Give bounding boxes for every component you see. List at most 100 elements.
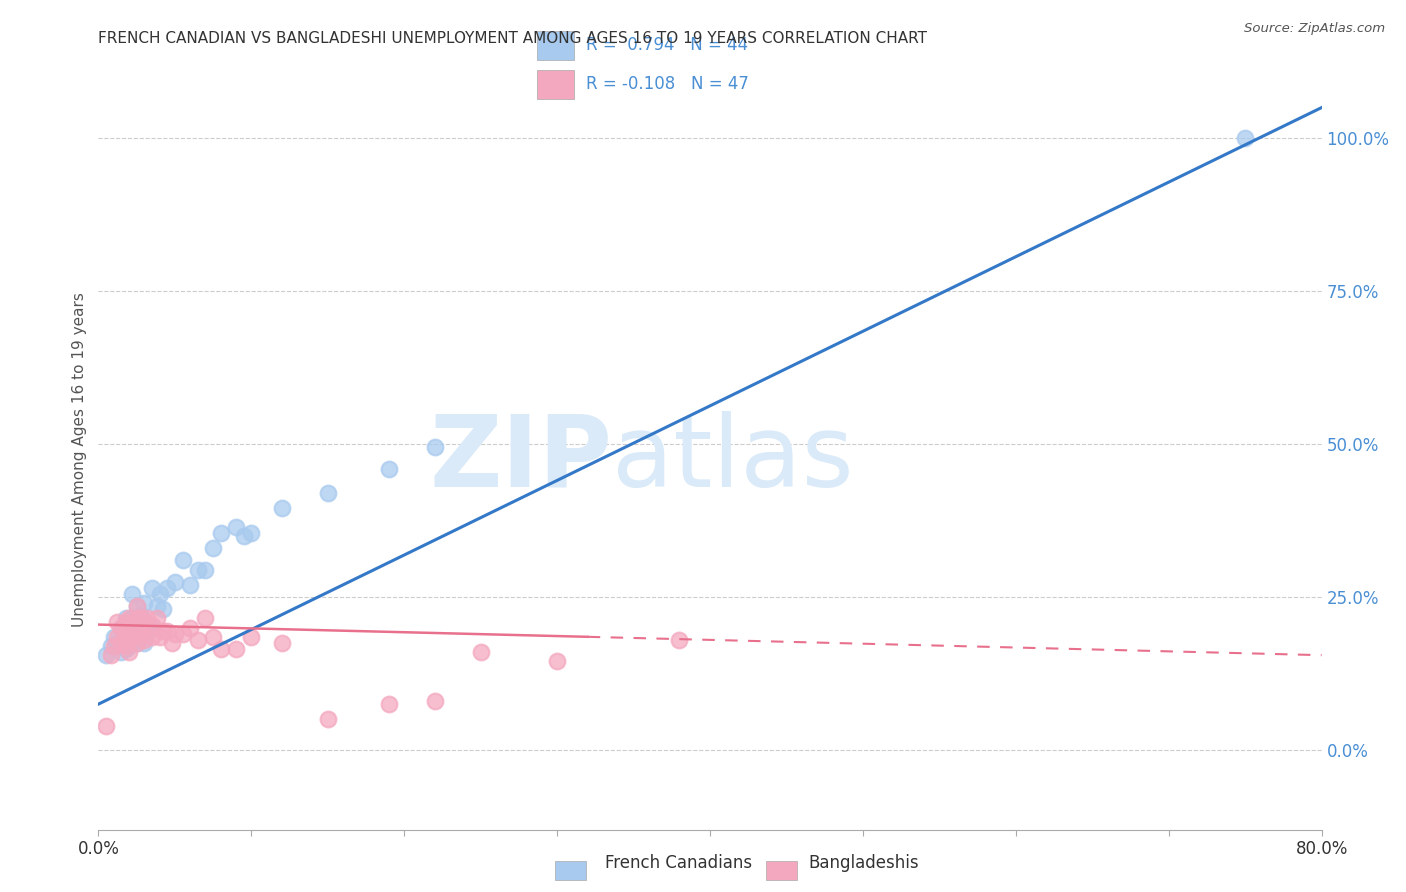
- Point: [105, 615, 128, 629]
- Point: [129, 626, 152, 640]
- Point: [149, 630, 172, 644]
- Point: [94, 648, 117, 663]
- Text: FRENCH CANADIAN VS BANGLADESHI UNEMPLOYMENT AMONG AGES 16 TO 19 YEARS CORRELATIO: FRENCH CANADIAN VS BANGLADESHI UNEMPLOYM…: [98, 31, 928, 46]
- Point: [202, 630, 225, 644]
- Point: [187, 632, 209, 647]
- Point: [240, 630, 263, 644]
- Point: [110, 645, 132, 659]
- Point: [378, 697, 401, 711]
- Point: [209, 642, 232, 657]
- Point: [145, 599, 167, 614]
- Point: [1234, 131, 1257, 145]
- Point: [141, 621, 163, 635]
- Point: [232, 529, 254, 543]
- Point: [152, 624, 174, 638]
- Point: [134, 632, 156, 647]
- Point: [470, 645, 492, 659]
- Text: French Canadians: French Canadians: [605, 855, 752, 872]
- Point: [129, 608, 152, 623]
- Point: [118, 624, 141, 638]
- Point: [179, 621, 201, 635]
- Point: [100, 639, 122, 653]
- Point: [225, 519, 247, 533]
- Point: [125, 599, 148, 614]
- Point: [145, 611, 167, 625]
- Point: [110, 621, 132, 635]
- Point: [125, 636, 148, 650]
- Point: [187, 562, 209, 576]
- Point: [100, 648, 122, 663]
- Point: [134, 621, 156, 635]
- Point: [121, 617, 143, 632]
- Point: [378, 461, 401, 475]
- Point: [105, 630, 128, 644]
- Point: [141, 617, 163, 632]
- Point: [110, 621, 132, 635]
- Point: [134, 636, 156, 650]
- Point: [202, 541, 225, 555]
- Point: [121, 630, 143, 644]
- Point: [156, 624, 179, 638]
- Point: [118, 611, 141, 625]
- Point: [118, 645, 141, 659]
- Point: [105, 636, 128, 650]
- Point: [209, 525, 232, 540]
- Point: [194, 611, 217, 625]
- Point: [423, 694, 446, 708]
- Point: [316, 486, 339, 500]
- Point: [125, 624, 148, 638]
- Point: [129, 626, 152, 640]
- Point: [156, 581, 179, 595]
- Point: [115, 639, 138, 653]
- Point: [115, 642, 138, 657]
- Point: [121, 632, 143, 647]
- Point: [125, 636, 148, 650]
- Point: [115, 630, 138, 644]
- Point: [270, 501, 292, 516]
- Text: R =  0.794   N = 44: R = 0.794 N = 44: [586, 37, 748, 54]
- Point: [270, 636, 292, 650]
- Point: [160, 636, 183, 650]
- Point: [316, 713, 339, 727]
- Point: [125, 611, 148, 625]
- Point: [423, 440, 446, 454]
- Point: [225, 642, 247, 657]
- Point: [134, 596, 156, 610]
- Point: [115, 611, 138, 625]
- Point: [125, 599, 148, 614]
- Point: [136, 611, 159, 625]
- Text: atlas: atlas: [612, 411, 853, 508]
- Point: [129, 611, 152, 625]
- Point: [136, 621, 159, 635]
- Point: [121, 611, 143, 625]
- Point: [115, 615, 138, 629]
- Point: [110, 636, 132, 650]
- Point: [118, 639, 141, 653]
- Point: [141, 630, 163, 644]
- Point: [103, 630, 125, 644]
- Text: Bangladeshis: Bangladeshis: [808, 855, 920, 872]
- Point: [668, 632, 690, 647]
- Point: [179, 578, 201, 592]
- Point: [141, 581, 163, 595]
- FancyBboxPatch shape: [537, 70, 575, 99]
- Point: [172, 626, 194, 640]
- Point: [149, 587, 172, 601]
- FancyBboxPatch shape: [537, 30, 575, 60]
- Point: [194, 562, 217, 576]
- Point: [115, 626, 138, 640]
- Point: [125, 624, 148, 638]
- Point: [240, 525, 263, 540]
- Point: [546, 654, 568, 668]
- Point: [163, 626, 186, 640]
- Point: [152, 602, 174, 616]
- Text: R = -0.108   N = 47: R = -0.108 N = 47: [586, 75, 749, 93]
- Y-axis label: Unemployment Among Ages 16 to 19 years: Unemployment Among Ages 16 to 19 years: [72, 292, 87, 627]
- Point: [163, 574, 186, 589]
- Point: [125, 611, 148, 625]
- Text: Source: ZipAtlas.com: Source: ZipAtlas.com: [1244, 22, 1385, 36]
- Point: [172, 553, 194, 567]
- Point: [121, 587, 143, 601]
- Point: [94, 718, 117, 732]
- Point: [118, 632, 141, 647]
